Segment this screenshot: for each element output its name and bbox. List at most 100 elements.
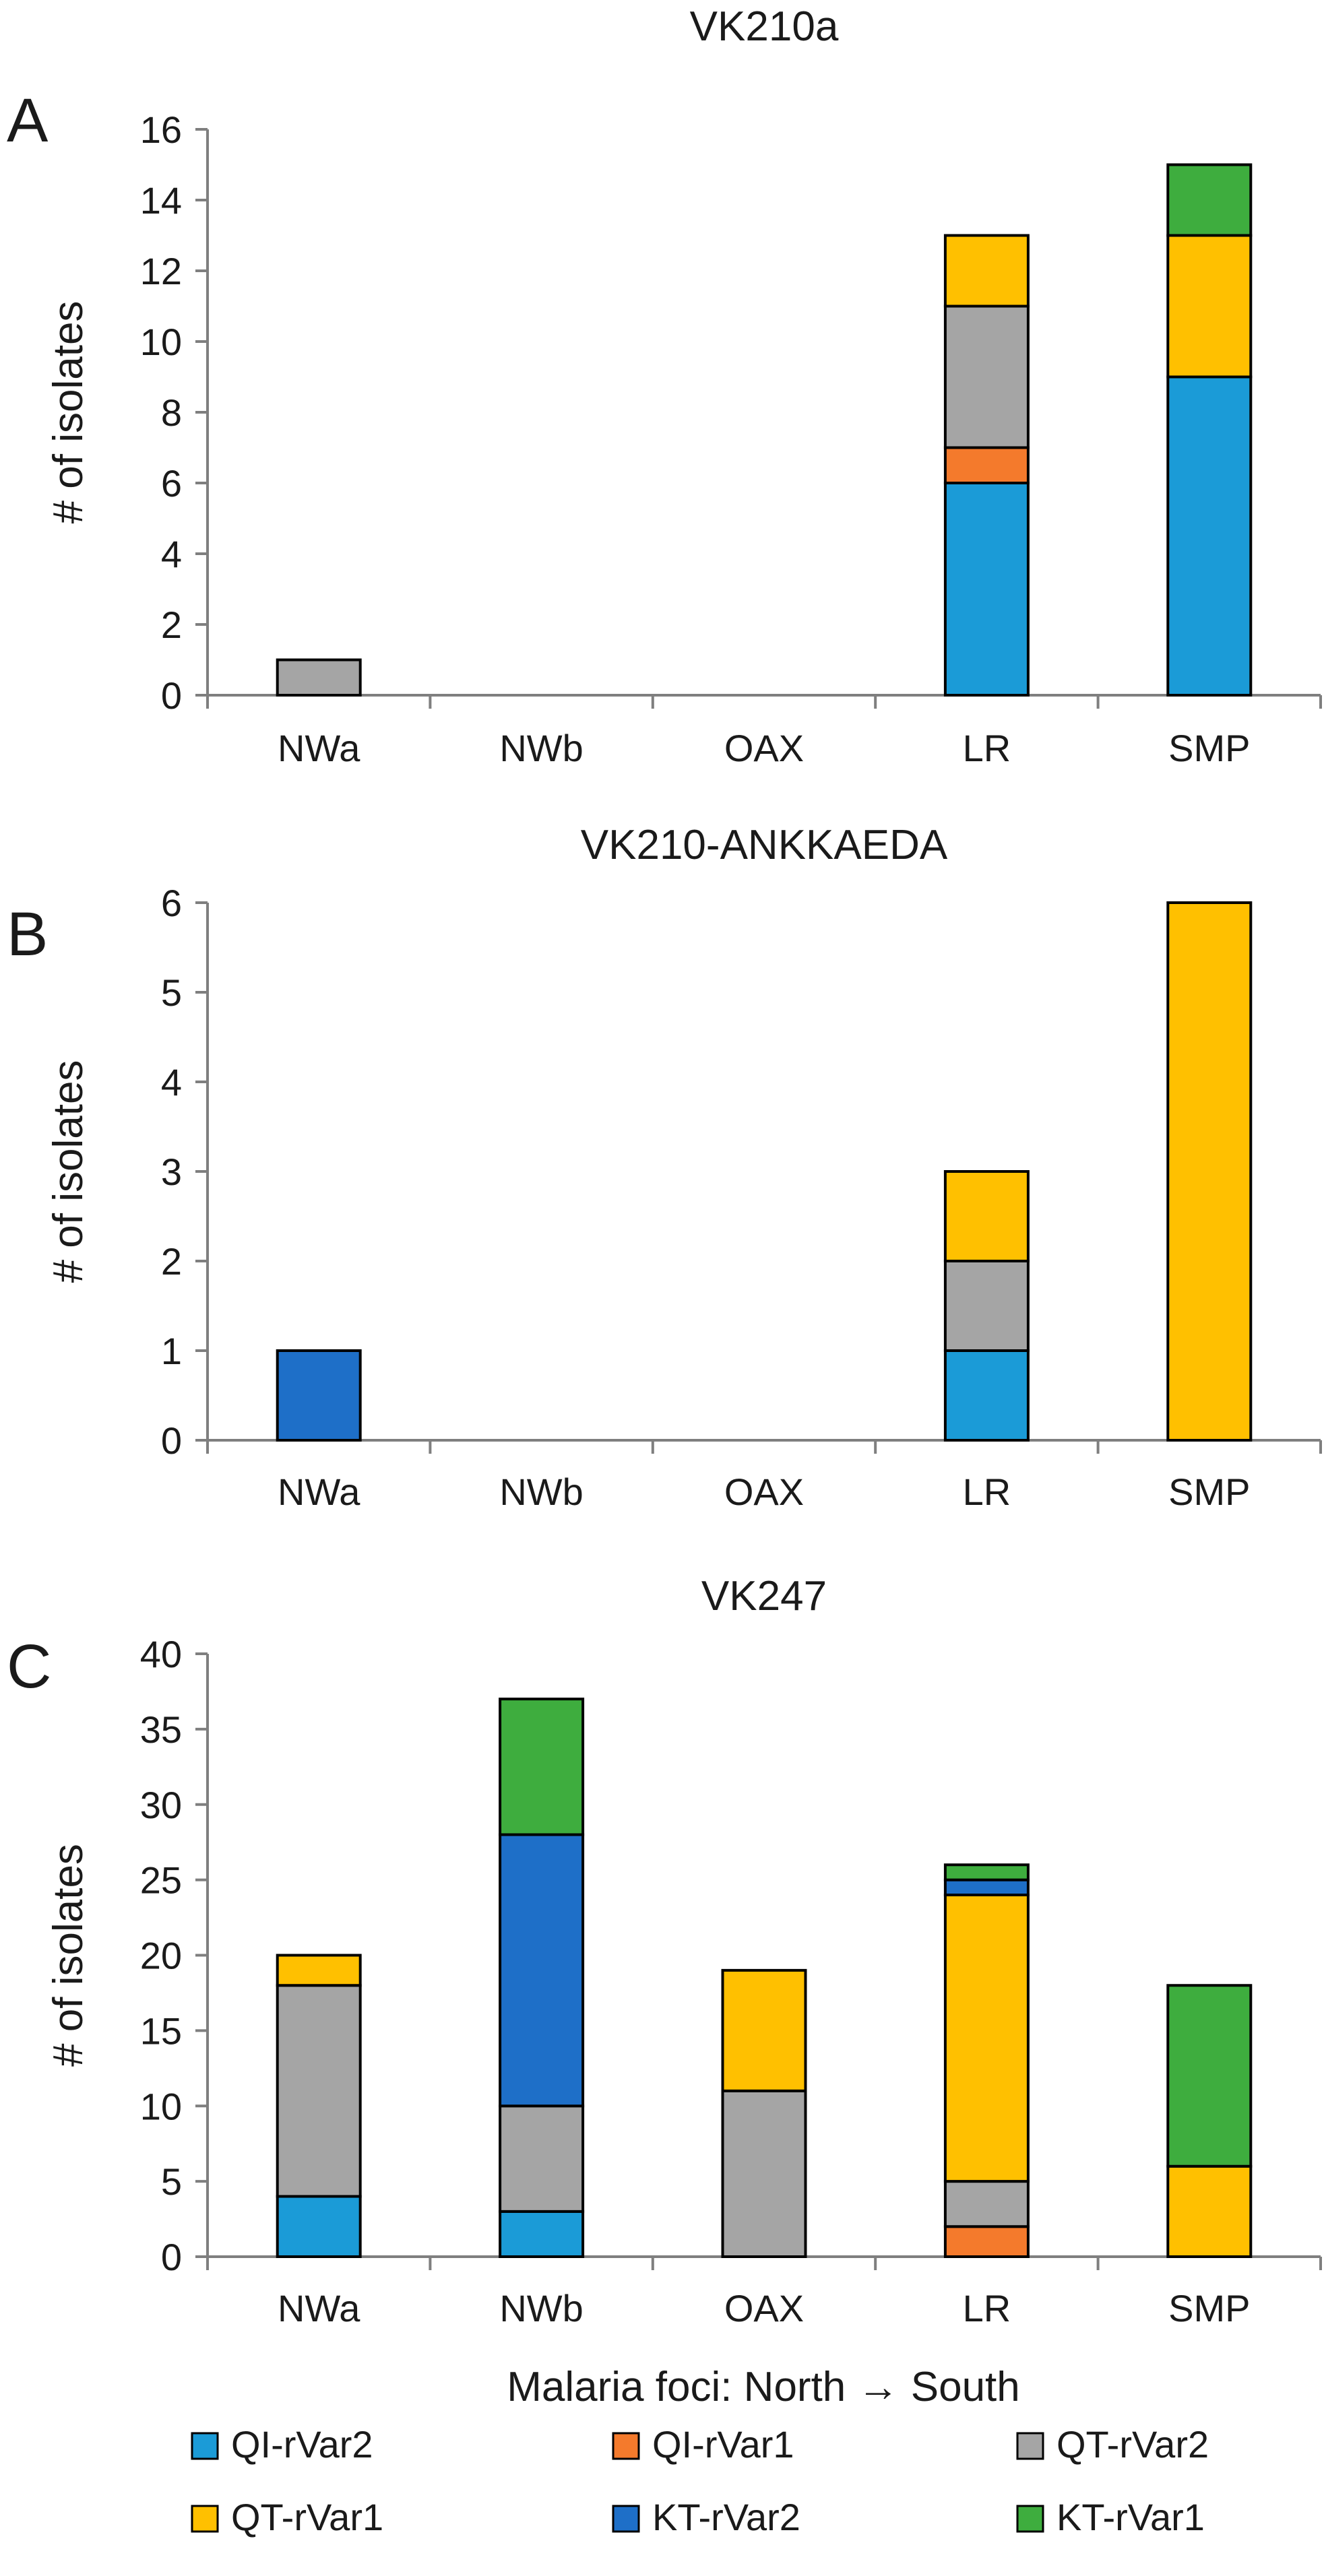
x-tick-label: NWa xyxy=(278,727,360,769)
y-tick-label: 1 xyxy=(161,1330,182,1372)
x-tick-label: LR xyxy=(963,727,1011,769)
legend-item-qi-rvar1: QI-rVar1 xyxy=(612,2423,794,2466)
bar-nwb-qi-rvar2 xyxy=(499,2210,585,2258)
bar-smp-qt-rvar1 xyxy=(1166,234,1253,379)
legend-swatch xyxy=(612,2505,640,2533)
x-tick-label: NWb xyxy=(499,1471,583,1513)
y-axis-label: # of isolates xyxy=(45,1844,92,2067)
x-axis-label: Malaria foci: North → South xyxy=(507,2364,1020,2410)
y-tick-label: 6 xyxy=(161,882,182,924)
bar-lr-qi-rvar2 xyxy=(943,482,1030,697)
y-tick-label: 30 xyxy=(140,1784,182,1826)
y-tick-label: 8 xyxy=(161,391,182,434)
legend-item-qt-rvar1: QT-rVar1 xyxy=(191,2496,383,2538)
bar-lr-qt-rvar2 xyxy=(943,2180,1030,2228)
bar-nwa-qt-rvar1 xyxy=(276,1954,362,1987)
legend-swatch xyxy=(191,2505,219,2533)
legend-swatch xyxy=(1016,2505,1044,2533)
panel-a: VK210a A # of isolates 0 2 4 6 8 10 12 14 16 NWa NWb O… xyxy=(7,3,1322,769)
bar-nwb-kt-rvar2 xyxy=(499,1833,585,2108)
panel-letter: B xyxy=(7,900,48,969)
bar-oax-qt-rvar1 xyxy=(721,1968,807,2092)
legend-swatch xyxy=(612,2432,640,2460)
y-tick-label: 25 xyxy=(140,1859,182,1902)
bar-nwa-qt-rvar2 xyxy=(276,1984,362,2198)
y-tick-label: 5 xyxy=(161,971,182,1014)
x-tick-label: SMP xyxy=(1168,727,1250,769)
x-tick-label: NWb xyxy=(499,2287,583,2329)
x-tick-label: LR xyxy=(963,1471,1011,1513)
y-tick-label: 0 xyxy=(161,2236,182,2278)
bar-smp-qi-rvar2 xyxy=(1166,375,1253,697)
bar-lr-qi-rvar1 xyxy=(943,2225,1030,2258)
bar-nwa-qi-rvar2 xyxy=(276,2195,362,2258)
legend-label: KT-rVar2 xyxy=(652,2496,800,2538)
x-tick-label: NWa xyxy=(278,2287,360,2329)
legend-label: QI-rVar1 xyxy=(652,2423,794,2466)
panel-letter: C xyxy=(7,1632,51,1701)
bar-lr-kt-rvar2 xyxy=(943,1878,1030,1896)
panel-letter: A xyxy=(7,86,49,155)
bar-lr-qt-rvar1 xyxy=(943,234,1030,308)
legend: QI-rVar2 QI-rVar1 QT-rVar2 QT-rVar1 KT-rVar2… xyxy=(191,2423,1209,2538)
y-tick-label: 14 xyxy=(140,179,182,222)
legend-label: QT-rVar1 xyxy=(231,2496,383,2538)
y-tick-label: 3 xyxy=(161,1151,182,1193)
y-tick-label: 15 xyxy=(140,2009,182,2052)
legend-item-kt-rvar1: KT-rVar1 xyxy=(1016,2496,1205,2538)
bar-lr-qt-rvar2 xyxy=(943,1260,1030,1352)
y-tick-label: 0 xyxy=(161,674,182,717)
x-tick-label: OAX xyxy=(724,2287,804,2329)
bar-smp-kt-rvar1 xyxy=(1166,1984,1253,2168)
legend-swatch xyxy=(1016,2432,1044,2460)
y-tick-label: 6 xyxy=(161,462,182,505)
y-tick-label: 4 xyxy=(161,533,182,575)
x-tick-label: LR xyxy=(963,2287,1011,2329)
y-tick-label: 12 xyxy=(140,250,182,292)
y-tick-label: 40 xyxy=(140,1633,182,1675)
bar-smp-kt-rvar1 xyxy=(1166,163,1253,237)
x-tick-label: NWb xyxy=(499,727,583,769)
bar-nwb-kt-rvar1 xyxy=(499,1698,585,1836)
legend-item-kt-rvar2: KT-rVar2 xyxy=(612,2496,800,2538)
x-tick-label: OAX xyxy=(724,727,804,769)
y-tick-label: 0 xyxy=(161,1419,182,1462)
legend-swatch xyxy=(191,2432,219,2460)
panel-b: VK210-ANKKAEDA B # of isolates 0 1 2 3 4 5 6 NWa NW… xyxy=(7,822,1322,1513)
chart-title: VK247 xyxy=(701,1573,827,1619)
y-tick-label: 16 xyxy=(140,108,182,151)
bar-lr-qi-rvar1 xyxy=(943,446,1030,484)
bar-smp-qt-rvar1 xyxy=(1166,901,1253,1442)
x-tick-label: OAX xyxy=(724,1471,804,1513)
bar-smp-qt-rvar1 xyxy=(1166,2164,1253,2258)
panel-c: VK247 C # of isolates 0 5 10 15 20 25 30 35 40 NWa NW… xyxy=(7,1573,1322,2329)
legend-label: QI-rVar2 xyxy=(231,2423,373,2466)
y-tick-label: 35 xyxy=(140,1708,182,1751)
y-tick-label: 4 xyxy=(161,1061,182,1103)
legend-item-qt-rvar2: QT-rVar2 xyxy=(1016,2423,1209,2466)
y-tick-label: 5 xyxy=(161,2160,182,2203)
bar-lr-qt-rvar1 xyxy=(943,1894,1030,2183)
x-tick-label: SMP xyxy=(1168,1471,1250,1513)
bar-nwa-kt-rvar2 xyxy=(276,1349,362,1442)
bar-lr-qt-rvar1 xyxy=(943,1170,1030,1262)
legend-label: QT-rVar2 xyxy=(1057,2423,1209,2466)
bar-lr-qi-rvar2 xyxy=(943,1349,1030,1442)
bar-oax-qt-rvar2 xyxy=(721,2089,807,2258)
y-tick-label: 10 xyxy=(140,2085,182,2127)
x-tick-label: SMP xyxy=(1168,2287,1250,2329)
x-tick-label: NWa xyxy=(278,1471,360,1513)
bar-lr-qt-rvar2 xyxy=(943,304,1030,449)
y-tick-label: 20 xyxy=(140,1935,182,1977)
y-tick-label: 2 xyxy=(161,1240,182,1283)
legend-item-qi-rvar2: QI-rVar2 xyxy=(191,2423,373,2466)
y-tick-label: 10 xyxy=(140,321,182,363)
chart-title: VK210a xyxy=(690,3,839,50)
chart-title: VK210-ANKKAEDA xyxy=(581,822,948,868)
y-axis-label: # of isolates xyxy=(45,1060,92,1283)
legend-label: KT-rVar1 xyxy=(1057,2496,1205,2538)
bar-lr-kt-rvar1 xyxy=(943,1863,1030,1881)
